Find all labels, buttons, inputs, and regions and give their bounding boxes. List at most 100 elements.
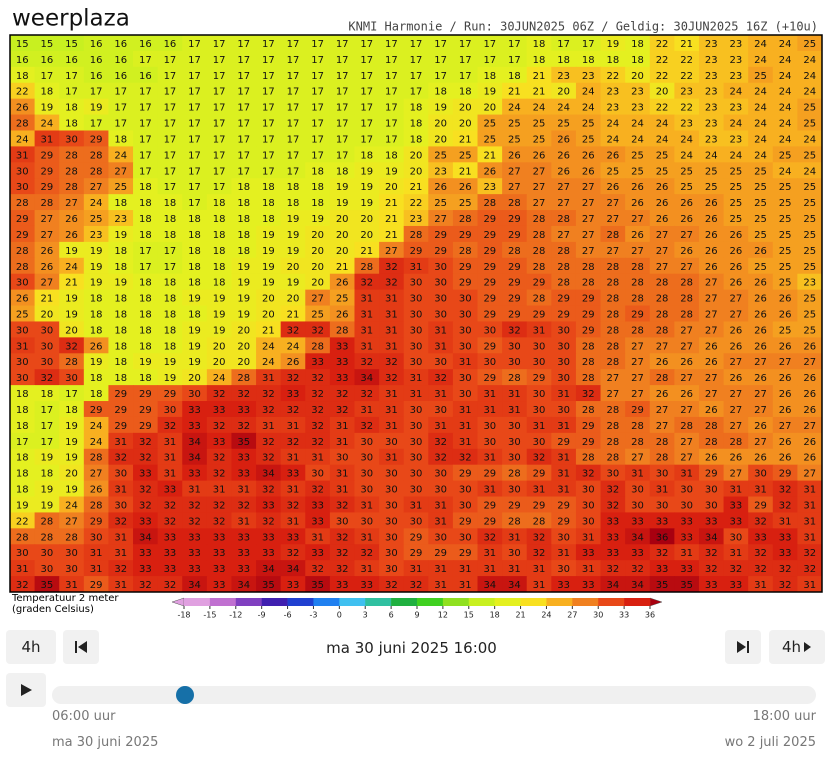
temperature-cell [575,178,602,195]
temperature-cell [182,210,208,227]
temperature-value: 29 [114,389,127,400]
temperature-value: 32 [41,373,54,384]
temperature-cell [256,82,282,100]
temperature-cell [797,66,823,84]
temperature-value: 33 [680,516,693,527]
temperature-value: 31 [311,532,324,543]
temperature-value: 32 [779,564,792,575]
temperature-value: 19 [65,485,78,496]
temperature-cell [329,82,355,100]
temperature-cell [34,35,60,52]
temperature-value: 17 [262,150,275,161]
temperature-cell [157,146,183,163]
temperature-cell [526,146,552,163]
temperature-value: 18 [508,71,521,82]
temperature-value: 17 [336,103,349,114]
temperature-cell [772,35,798,52]
temperature-value: 19 [287,214,300,225]
time-slider[interactable] [52,686,816,704]
temperature-cell [329,66,355,84]
temperature-cell [575,210,602,227]
temperature-value: 26 [606,150,619,161]
temperature-value: 32 [262,516,275,527]
temperature-value: 28 [606,405,619,416]
temperature-cell [748,98,774,116]
temperature-cell [83,130,109,147]
temperature-value: 31 [385,325,398,336]
temperature-value: 17 [385,39,398,50]
temperature-value: 17 [90,119,103,130]
temperature-value: 31 [262,421,275,432]
play-button[interactable] [6,673,46,707]
temperature-value: 25 [730,166,743,177]
temperature-value: 19 [90,103,103,114]
temperature-value: 30 [434,469,447,480]
temperature-value: 28 [533,246,546,257]
temperature-value: 32 [385,262,398,273]
temperature-value: 31 [164,453,177,464]
temperature-value: 30 [434,294,447,305]
temperature-cell [674,146,700,163]
temperature-cell [231,194,257,211]
temperature-value: 31 [360,294,373,305]
temperature-value: 19 [213,310,226,321]
temperature-cell [551,210,577,227]
temperature-value: 27 [65,198,78,209]
temperature-value: 19 [287,278,300,289]
temperature-value: 19 [606,39,619,50]
temperature-value: 30 [557,564,570,575]
temperature-value: 31 [336,437,349,448]
temperature-value: 26 [336,310,349,321]
colorbar-tick-label: -6 [284,611,292,620]
temperature-value: 35 [41,580,54,591]
temperature-value: 27 [803,469,816,480]
temperature-cell [674,50,700,68]
temperature-cell [379,50,405,68]
temperature-value: 18 [213,230,226,241]
temperature-value: 18 [237,246,250,257]
temperature-value: 33 [336,373,349,384]
temperature-value: 27 [557,182,570,193]
temperature-cell [354,130,380,147]
temperature-value: 21 [533,71,546,82]
temperature-cell [34,162,60,179]
temperature-value: 18 [114,373,127,384]
temperature-value: 25 [779,182,792,193]
temperature-value: 25 [582,119,595,130]
temperature-cell [354,35,380,52]
temperature-value: 17 [213,71,226,82]
temperature-value: 17 [188,166,201,177]
temperature-value: 23 [631,87,644,98]
temperature-value: 32 [213,500,226,511]
temperature-value: 17 [164,262,177,273]
temperature-value: 31 [557,453,570,464]
temperature-value: 32 [311,373,324,384]
temperature-value: 28 [459,214,472,225]
temperature-cell [354,66,380,84]
temperature-value: 25 [754,198,767,209]
temperature-value: 27 [385,246,398,257]
temperature-cell [797,146,823,163]
temperature-value: 20 [237,357,250,368]
temperature-value: 27 [631,341,644,352]
temperature-value: 17 [508,39,521,50]
temperature-cell [772,114,798,131]
temperature-cell [477,194,503,211]
next-button[interactable] [725,630,761,664]
temperature-cell [10,82,36,100]
temperature-value: 26 [631,198,644,209]
temperature-value: 18 [90,294,103,305]
colorbar-segment [209,598,237,606]
temperature-cell [256,50,282,68]
temperature-value: 30 [557,341,570,352]
temperature-value: 24 [754,134,767,145]
step-forward-button[interactable]: 4h [769,630,825,664]
temperature-cell [34,50,60,68]
slider-knob[interactable] [176,686,194,704]
temperature-value: 17 [213,55,226,66]
temperature-value: 20 [434,134,447,145]
temperature-value: 28 [656,453,669,464]
temperature-value: 18 [139,214,152,225]
temperature-value: 30 [65,548,78,559]
temperature-value: 31 [410,389,423,400]
